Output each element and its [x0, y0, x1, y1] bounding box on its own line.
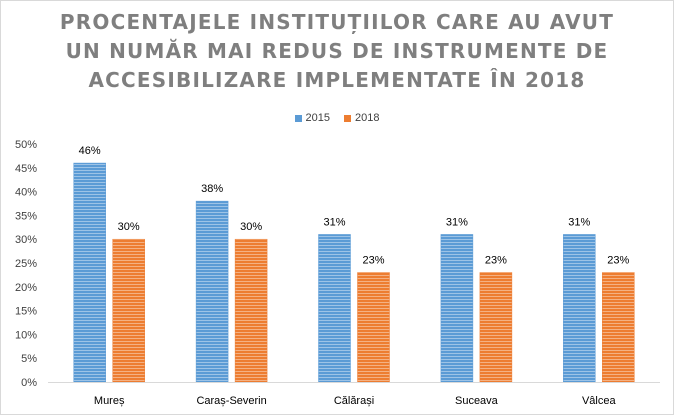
x-category-label: Mureș [94, 395, 125, 407]
y-tick-label: 15% [15, 306, 37, 318]
chart-title-line-2: UN NUMĂR MAI REDUS DE INSTRUMENTE DE [65, 39, 609, 63]
bar-2018-3 [479, 272, 513, 383]
legend-label-2018: 2018 [355, 112, 380, 124]
bar-2018-2 [357, 272, 390, 383]
y-tick-label: 35% [15, 210, 37, 222]
legend-item-2015: 2015 [294, 112, 330, 124]
chart-title-line-1: PROCENTAJELE INSTITUȚIILOR CARE AU AVUT [59, 10, 615, 34]
bar-2018-1 [234, 238, 268, 383]
bar-2015-0 [73, 162, 106, 383]
chart-title: PROCENTAJELE INSTITUȚIILOR CARE AU AVUT … [0, 8, 674, 95]
data-label-2018-3: 23% [485, 255, 507, 267]
x-category-label: Suceava [455, 395, 499, 407]
y-tick-label: 50% [15, 139, 37, 151]
y-tick-label: 30% [15, 234, 37, 246]
y-axis: 0% 5% 10% 15% 20% 25% 30% 35% 40% 45% 50% [15, 139, 37, 389]
legend-item-2018: 2018 [344, 112, 379, 124]
data-label-2015-2: 31% [323, 216, 345, 228]
chart-legend: 2015 2018 [0, 112, 674, 124]
bar-2015-4 [563, 234, 596, 383]
bar-2018-4 [602, 272, 635, 383]
y-tick-label: 0% [21, 377, 37, 389]
x-category-label: Călărași [334, 395, 374, 407]
bar-2015-3 [440, 234, 474, 383]
y-tick-label: 20% [15, 282, 37, 294]
y-tick-label: 10% [15, 329, 37, 341]
legend-swatch-2015 [294, 114, 302, 122]
data-label-2018-1: 30% [240, 221, 262, 233]
data-label-2015-3: 31% [446, 216, 468, 228]
data-label-2015-0: 46% [79, 145, 101, 157]
bars: 46% 30% 38% 30% 31% 23% 31% 23% 31% 23% [73, 145, 635, 383]
data-label-2015-1: 38% [201, 183, 223, 195]
data-label-2015-4: 31% [568, 216, 590, 228]
bar-2015-1 [195, 200, 229, 383]
y-tick-label: 40% [15, 187, 37, 199]
legend-swatch-2018 [344, 114, 351, 122]
legend-label-2015: 2015 [305, 112, 330, 124]
y-tick-label: 5% [21, 353, 37, 365]
x-category-label: Caraș-Severin [196, 395, 266, 407]
data-label-2018-2: 23% [362, 255, 384, 267]
bar-2015-2 [318, 234, 351, 383]
x-axis: Mureș Caraș-Severin Călărași Suceava Vâlcea [48, 382, 660, 407]
bar-2018-0 [112, 238, 145, 383]
chart-title-line-3: ACCESIBILIZARE IMPLEMENTATE ÎN 2018 [88, 68, 586, 92]
y-tick-label: 25% [15, 258, 37, 270]
y-tick-label: 45% [15, 163, 37, 175]
data-label-2018-4: 23% [607, 255, 629, 267]
x-category-label: Vâlcea [582, 395, 617, 407]
data-label-2018-0: 30% [118, 221, 140, 233]
